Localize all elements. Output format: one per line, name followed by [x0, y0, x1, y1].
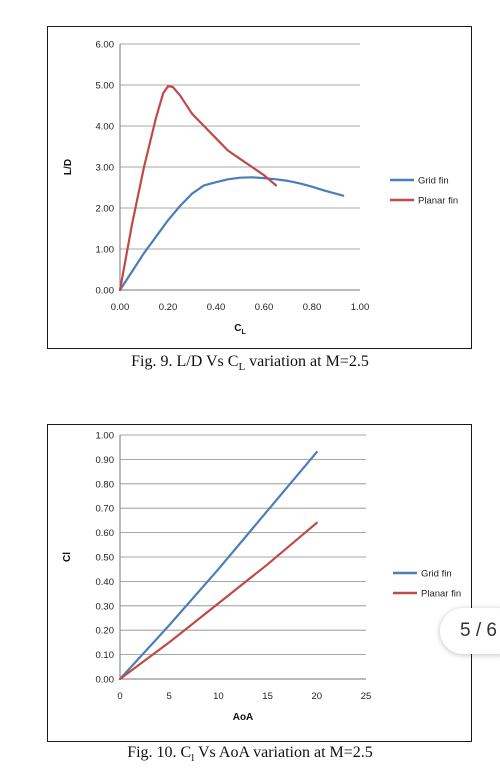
chart1-x-tick-label: 0.40	[207, 302, 226, 313]
chart2-y-tick-label: 0.00	[96, 675, 115, 686]
chart1-x-tick-label: 0.20	[159, 302, 178, 313]
chart2-x-axis-title: AoA	[233, 712, 254, 723]
chart2-y-tick-label: 0.50	[96, 553, 115, 564]
chart-fig9-svg: 0.00 1.00 2.00 3.00 4.00 5.00 6.00 0.00 0.20 0.40…	[63, 40, 458, 337]
caption-fig9-suffix: variation at M=2.5	[245, 353, 369, 370]
chart-fig9: 0.00 1.00 2.00 3.00 4.00 5.00 6.00 0.00 0.20 0.40…	[47, 26, 472, 349]
chart1-y-tick-label: 4.00	[96, 122, 115, 133]
chart1-y-tick-label: 0.00	[96, 286, 115, 297]
chart2-y-axis-title: Cl	[62, 552, 73, 562]
chart1-x-tick-label: 0.00	[111, 302, 130, 313]
chart2-y-tick-label: 0.90	[96, 455, 115, 466]
page-indicator-text: 5 / 6	[460, 620, 497, 641]
chart2-series-line-planar-fin	[118, 521, 318, 681]
chart2-y-tick-label: 0.40	[96, 577, 115, 588]
page-indicator[interactable]: 5 / 6	[440, 608, 500, 654]
chart1-legend-label: Grid fin	[418, 176, 449, 187]
chart2-y-tick-label: 0.30	[96, 601, 115, 612]
chart2-series-line-grid-fin	[118, 451, 318, 681]
chart1-x-axis-title: CL	[234, 323, 246, 336]
chart2-x-tick-label: 0	[117, 691, 122, 702]
chart2-legend-label: Grid fin	[421, 569, 452, 580]
caption-fig9-prefix: Fig. 9. L/D Vs C	[131, 353, 239, 370]
chart1-y-tick-label: 6.00	[96, 40, 115, 51]
caption-fig10-sub: l	[191, 752, 195, 765]
chart2-y-tick-label: 0.60	[96, 528, 115, 539]
chart2-x-tick-label: 25	[361, 691, 372, 702]
caption-fig10-prefix: Fig. 10. C	[127, 744, 192, 761]
chart1-y-tick-label: 2.00	[96, 204, 115, 215]
chart-fig10: 0.00 0.10 0.20 0.30 0.40 0.50 0.60 0.70 0.80 0.90…	[47, 424, 472, 742]
chart1-y-tick-label: 1.00	[96, 245, 115, 256]
chart2-y-tick-label: 0.10	[96, 650, 115, 661]
chart1-series-line-grid-fin	[118, 176, 345, 292]
chart-fig10-svg: 0.00 0.10 0.20 0.30 0.40 0.50 0.60 0.70 0.80 0.90…	[62, 431, 461, 724]
chart1-y-tick-label: 5.00	[96, 81, 115, 92]
figure-caption-fig9: Fig. 9. L/D Vs CL variation at M=2.5	[0, 353, 500, 373]
chart2-legend-label: Planar fin	[421, 589, 461, 600]
chart1-x-tick-label: 1.00	[351, 302, 370, 313]
chart2-x-tick-label: 15	[262, 691, 273, 702]
chart2-y-tick-label: 0.70	[96, 504, 115, 515]
chart2-y-tick-label: 1.00	[96, 431, 115, 442]
caption-fig10-suffix: Vs AoA variation at M=2.5	[194, 744, 373, 761]
chart1-x-tick-label: 0.80	[303, 302, 322, 313]
chart2-x-tick-label: 10	[213, 691, 224, 702]
chart2-y-tick-label: 0.80	[96, 479, 115, 490]
chart1-x-axis-title-sub: L	[241, 329, 246, 336]
chart1-series-line-planar-fin	[118, 85, 278, 292]
caption-fig9-sub: L	[238, 361, 246, 374]
chart2-x-tick-label: 5	[167, 691, 172, 702]
chart1-x-tick-label: 0.60	[255, 302, 274, 313]
chart2-x-tick-label: 20	[312, 691, 323, 702]
chart2-y-tick-label: 0.20	[96, 626, 115, 637]
chart1-legend-label: Planar fin	[418, 196, 458, 207]
figure-caption-fig10: Fig. 10. Cl Vs AoA variation at M=2.5	[0, 744, 500, 764]
chart1-y-axis-title: L/D	[63, 159, 74, 175]
chart1-y-tick-label: 3.00	[96, 163, 115, 174]
